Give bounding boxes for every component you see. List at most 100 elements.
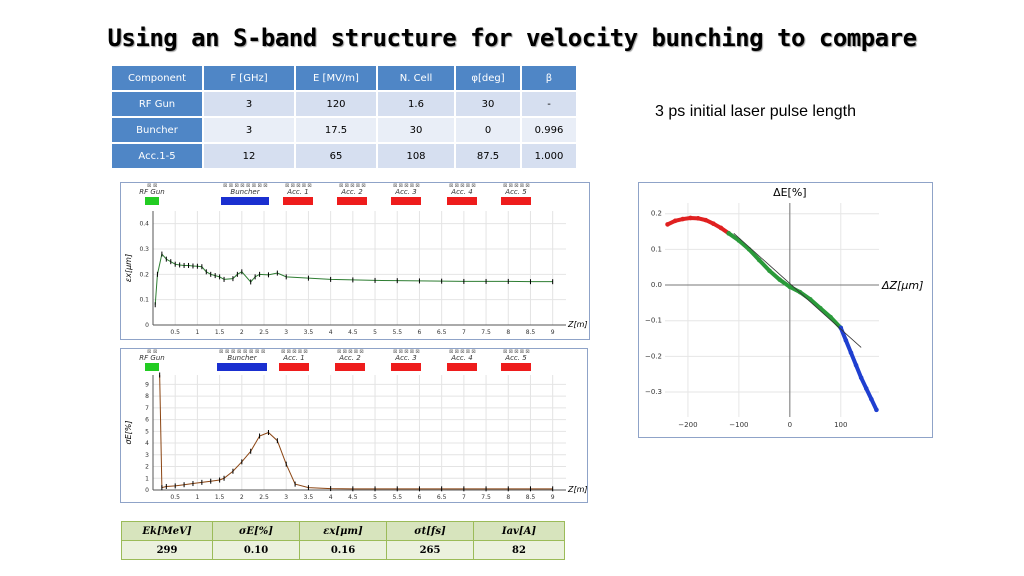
x-tick-label: 2	[240, 329, 244, 336]
x-tick-label: 6.5	[437, 494, 447, 501]
scatter-point	[807, 297, 813, 302]
scatter-point	[711, 221, 716, 226]
col-header: εx[μm]	[299, 521, 387, 541]
beamline-element-0	[145, 197, 159, 205]
col-header: E [MV/m]	[294, 64, 378, 92]
beamline-cell-mark: ⊠	[337, 349, 341, 355]
beamline-cell-mark: ⊠	[246, 183, 250, 189]
beamline-cell-mark: ⊠	[393, 183, 397, 189]
emittance-plot: RF Gun⊠ ⊠Buncher⊠ ⊠ ⊠ ⊠ ⊠ ⊠ ⊠ ⊠Acc. 1⊠ ⊠ ⊠ ⊠ ⊠Acc. 2…	[124, 183, 588, 336]
x-tick-label: 5	[373, 494, 377, 501]
beamline-element-2	[283, 197, 313, 205]
beamline-cell-mark: ⊠	[219, 349, 223, 355]
beamline-cell-mark: ⊠	[298, 349, 302, 355]
y-tick-label: 1	[145, 475, 149, 482]
x-tick-label: 100	[834, 421, 847, 429]
beamline-cell-mark: ⊠	[231, 349, 235, 355]
beamline-cell-mark: ⊠	[258, 183, 262, 189]
beamline-label: RF Gun	[139, 188, 164, 196]
y-axis-label: ΔE[%]	[773, 186, 807, 199]
y-tick-label: −0.2	[645, 352, 662, 360]
phase-space-plot: −200 −100 0 100 0.2 0.1 0.0 −0.1 −0.2 −0.3 ΔE[%] ΔZ…	[645, 186, 923, 429]
scatter-point	[756, 257, 762, 263]
beamline-cell-mark: ⊠	[240, 183, 244, 189]
y-tick-label: 0	[145, 322, 149, 329]
beamline-cell-mark: ⊠	[350, 183, 354, 189]
col-header: σE[%]	[212, 521, 300, 541]
slide-title: Using an S-band structure for velocity b…	[107, 24, 917, 52]
beamline-cell-mark: ⊠	[466, 183, 470, 189]
scatter-point	[843, 338, 849, 343]
beamline-element-6	[501, 363, 531, 371]
x-tick-label: 8	[506, 494, 510, 501]
x-tick-label: 6	[418, 494, 422, 501]
beamline-label: Acc. 5	[504, 188, 527, 196]
x-tick-label: 7	[462, 329, 466, 336]
x-tick-label: 0	[788, 421, 792, 429]
table-cell: 17.5	[294, 116, 378, 144]
x-tick-label: 7.5	[481, 329, 491, 336]
beamline-element-5	[447, 363, 477, 371]
beamline-cell-mark: ⊠	[281, 349, 285, 355]
scatter-point	[853, 362, 859, 368]
col-header: σt[fs]	[386, 521, 474, 541]
beamline-element-3	[337, 197, 367, 205]
x-tick-label: 6	[418, 329, 422, 336]
beamline-cell-mark: ⊠	[449, 183, 453, 189]
scatter-point	[726, 231, 731, 236]
x-tick-label: 4	[329, 494, 333, 501]
table-cell: 120	[294, 90, 378, 118]
beamline-cell-mark: ⊠	[225, 349, 229, 355]
beamline-label: Acc. 1	[282, 354, 304, 362]
x-tick-label: 0.5	[170, 494, 180, 501]
y-tick-label: 0.2	[139, 271, 149, 278]
beamline-cell-mark: ⊠	[509, 349, 513, 355]
series-line	[154, 252, 553, 305]
scatter-point	[848, 350, 854, 356]
table-cell: 1.6	[376, 90, 456, 118]
row-label: Buncher	[110, 116, 204, 144]
col-header: Ek[MeV]	[121, 521, 213, 541]
y-tick-label: 0.0	[651, 281, 662, 289]
beamline-cell-mark: ⊠	[235, 183, 239, 189]
beamline-cell-mark: ⊠	[361, 183, 365, 189]
beamline-cell-mark: ⊠	[223, 183, 227, 189]
beamline-cell-mark: ⊠	[243, 349, 247, 355]
beamline-element-3	[335, 363, 365, 371]
x-tick-label: 1	[195, 329, 199, 336]
col-header: Component	[110, 64, 204, 92]
table-cell: 30	[376, 116, 456, 144]
beamline-cell-mark: ⊠	[415, 349, 419, 355]
scatter-point	[874, 407, 879, 413]
col-header: F [GHz]	[202, 64, 296, 92]
beamline-cell-mark: ⊠	[460, 183, 464, 189]
parameter-table: Component F [GHz] E [MV/m] N. Cell φ[deg…	[110, 64, 578, 170]
y-tick-label: 6	[145, 417, 149, 424]
y-tick-label: 4	[145, 440, 149, 447]
beamline-cell-mark: ⊠	[255, 349, 259, 355]
table-cell: 65	[294, 142, 378, 170]
laser-pulse-note: 3 ps initial laser pulse length	[655, 103, 857, 120]
x-tick-label: 5.5	[392, 494, 402, 501]
beamline-element-1	[221, 197, 269, 205]
x-tick-label: 8	[506, 329, 510, 336]
beamline-cell-mark: ⊠	[147, 183, 151, 189]
beamline-cell-mark: ⊠	[354, 349, 358, 355]
beamline-label: Acc. 2	[340, 188, 363, 196]
beamline-cell-mark: ⊠	[287, 349, 291, 355]
y-tick-label: 0.4	[139, 221, 149, 228]
x-tick-label: 4	[329, 329, 333, 336]
scatter-point	[695, 216, 701, 221]
beamline-cell-mark: ⊠	[410, 183, 414, 189]
table-row: Acc.1-5 12 65 108 87.5 1.000	[110, 142, 578, 170]
y-tick-label: 9	[145, 381, 149, 388]
scatter-point	[777, 277, 782, 282]
beamline-element-2	[279, 363, 309, 371]
scatter-point	[838, 325, 844, 331]
beamline-element-6	[501, 197, 531, 205]
beamline-cell-mark: ⊠	[237, 349, 241, 355]
y-tick-label: 8	[145, 393, 149, 400]
beamline-cell-mark: ⊠	[356, 183, 360, 189]
beamline-label: Buncher	[230, 188, 260, 196]
beamline-cell-mark: ⊠	[520, 183, 524, 189]
